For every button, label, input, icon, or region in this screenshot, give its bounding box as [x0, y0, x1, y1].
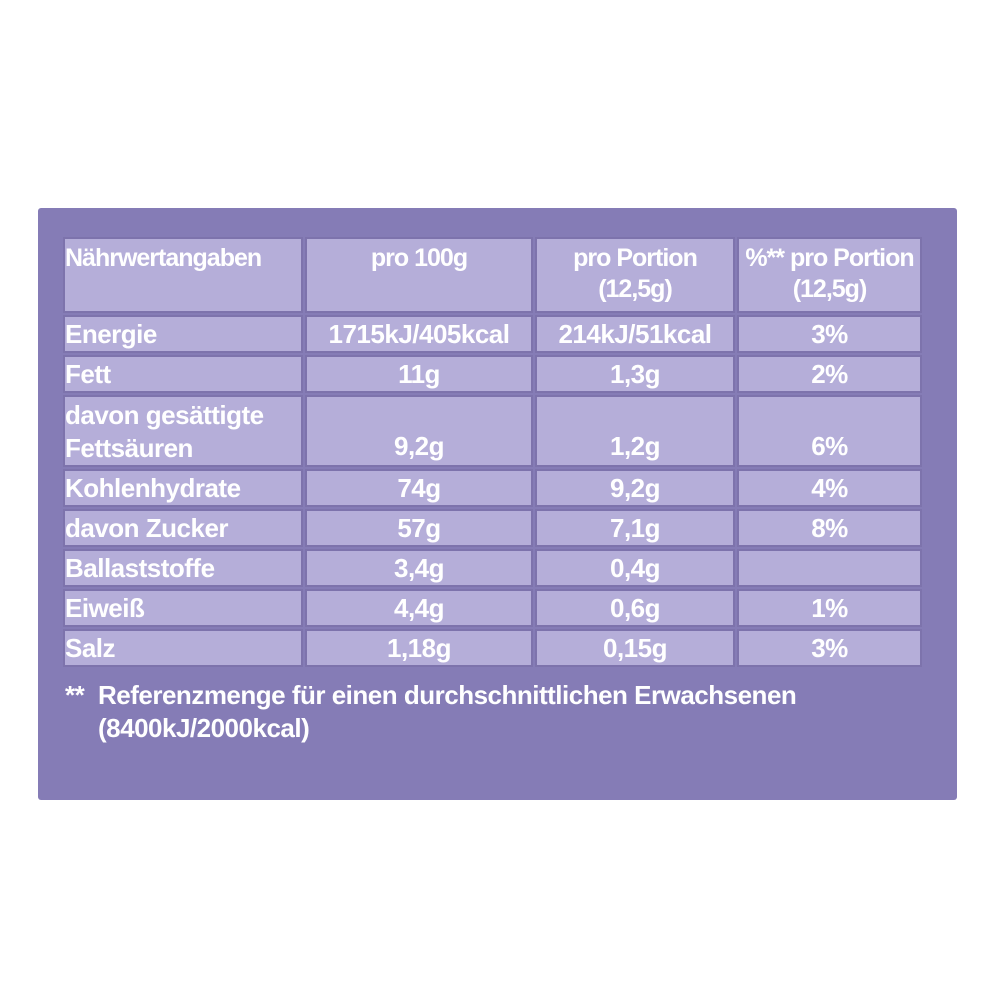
per-100g-value: 9,2g [305, 395, 533, 467]
percent-value: 2% [737, 355, 922, 393]
per-100g-value: 74g [305, 469, 533, 507]
per-portion-value: 1,2g [535, 395, 735, 467]
footnote-line1: ** Referenzmenge für einen durchschnittli… [65, 679, 797, 712]
nutrient-label: Ballaststoffe [63, 549, 303, 587]
per-100g-value: 4,4g [305, 589, 533, 627]
header-per-portion: pro Portion (12,5g) [535, 237, 735, 313]
per-portion-value: 0,15g [535, 629, 735, 667]
per-portion-value: 7,1g [535, 509, 735, 547]
header-percent-line2: (12,5g) [792, 275, 868, 303]
per-100g-value: 3,4g [305, 549, 533, 587]
table-row-ballaststoffe: Ballaststoffe 3,4g 0,4g [63, 549, 922, 587]
header-percent-per-portion: %** pro Portion (12,5g) [737, 237, 922, 313]
footnote-asterisks: ** [65, 680, 85, 710]
percent-value [737, 549, 922, 587]
nutrient-label: Eiweiß [63, 589, 303, 627]
per-portion-value: 0,4g [535, 549, 735, 587]
header-per-portion-line2: (12,5g) [598, 275, 673, 303]
percent-value: 3% [737, 315, 922, 353]
percent-value: 4% [737, 469, 922, 507]
footnote-text: Referenzmenge für einen durchschnittlich… [98, 680, 797, 710]
per-100g-value: 11g [305, 355, 533, 393]
per-100g-value: 57g [305, 509, 533, 547]
table-row-zucker: davon Zucker 57g 7,1g 8% [63, 509, 922, 547]
nutrient-label: davon Zucker [63, 509, 303, 547]
per-portion-value: 214kJ/51kcal [535, 315, 735, 353]
nutrient-label: davon gesättigte Fettsäuren [63, 395, 303, 467]
per-portion-value: 1,3g [535, 355, 735, 393]
nutrient-label: Salz [63, 629, 303, 667]
percent-value: 8% [737, 509, 922, 547]
per-100g-value: 1715kJ/405kcal [305, 315, 533, 353]
nutrition-panel: Nährwertangaben pro 100g pro Portion (12… [38, 208, 957, 800]
percent-value: 3% [737, 629, 922, 667]
reference-footnote: ** Referenzmenge für einen durchschnittli… [65, 679, 797, 745]
header-nutrients: Nährwertangaben [63, 237, 303, 313]
table-row-eiweiss: Eiweiß 4,4g 0,6g 1% [63, 589, 922, 627]
nutrient-label: Fett [63, 355, 303, 393]
per-portion-value: 9,2g [535, 469, 735, 507]
nutrition-table: Nährwertangaben pro 100g pro Portion (12… [61, 235, 924, 669]
nutrient-label: Energie [63, 315, 303, 353]
per-100g-value: 1,18g [305, 629, 533, 667]
header-per-portion-line1: pro Portion [573, 244, 698, 272]
percent-value: 6% [737, 395, 922, 467]
footnote-line2: (8400kJ/2000kcal) [98, 713, 310, 743]
per-portion-value: 0,6g [535, 589, 735, 627]
table-row-fett: Fett 11g 1,3g 2% [63, 355, 922, 393]
table-row-energie: Energie 1715kJ/405kcal 214kJ/51kcal 3% [63, 315, 922, 353]
nutrient-label: Kohlenhydrate [63, 469, 303, 507]
table-row-kohlenhydrate: Kohlenhydrate 74g 9,2g 4% [63, 469, 922, 507]
percent-value: 1% [737, 589, 922, 627]
table-row-gesaettigte-fettsaeuren: davon gesättigte Fettsäuren 9,2g 1,2g 6% [63, 395, 922, 467]
header-percent-line1: %** pro Portion [745, 244, 914, 272]
header-per-100g: pro 100g [305, 237, 533, 313]
header-row: Nährwertangaben pro 100g pro Portion (12… [63, 237, 922, 313]
table-row-salz: Salz 1,18g 0,15g 3% [63, 629, 922, 667]
